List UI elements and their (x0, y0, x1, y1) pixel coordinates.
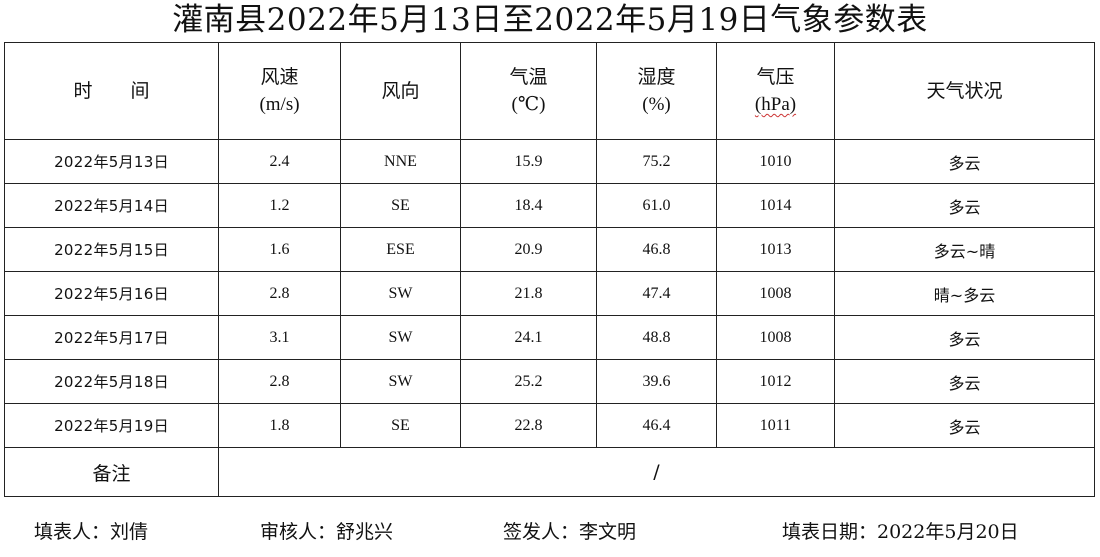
weather-cell: 多云 (835, 184, 1095, 228)
table-header-row: 时 间 风速 (m/s) 风向 气温 (℃) 湿度 (%) 气压 (hPa) 天… (5, 43, 1095, 140)
temperature-cell: 22.8 (461, 404, 597, 448)
issuer-field: 签发人：李文明 (503, 515, 636, 549)
wind-speed-cell: 3.1 (219, 316, 341, 360)
temperature-cell: 25.2 (461, 360, 597, 404)
header-wind-speed: 风速 (m/s) (219, 43, 341, 140)
header-time-label: 时 间 (73, 80, 149, 102)
header-weather-label: 天气状况 (926, 80, 1002, 102)
wind-speed-cell: 1.6 (219, 228, 341, 272)
header-pressure-unit-text: (hPa) (755, 94, 796, 115)
header-wind-speed-unit: (m/s) (219, 91, 340, 118)
table-row: 2022年5月16日 2.8 SW 21.8 47.4 1008 晴~多云 (5, 272, 1095, 316)
table-row: 2022年5月14日 1.2 SE 18.4 61.0 1014 多云 (5, 184, 1095, 228)
wind-direction-cell: SE (341, 404, 461, 448)
header-pressure-unit: (hPa) (717, 91, 834, 118)
wind-speed-cell: 2.8 (219, 360, 341, 404)
header-temperature-label: 气温 (461, 64, 596, 91)
weather-cell: 多云 (835, 316, 1095, 360)
date-cell: 2022年5月18日 (5, 360, 219, 404)
date-cell: 2022年5月15日 (5, 228, 219, 272)
date-cell: 2022年5月14日 (5, 184, 219, 228)
pressure-cell: 1010 (717, 140, 835, 184)
header-pressure: 气压 (hPa) (717, 43, 835, 140)
remarks-label: 备注 (5, 448, 219, 497)
wind-speed-cell: 1.2 (219, 184, 341, 228)
temperature-cell: 15.9 (461, 140, 597, 184)
wind-direction-cell: SW (341, 360, 461, 404)
header-humidity-unit: (%) (597, 91, 716, 118)
date-cell: 2022年5月17日 (5, 316, 219, 360)
humidity-cell: 48.8 (597, 316, 717, 360)
table-row: 2022年5月15日 1.6 ESE 20.9 46.8 1013 多云~晴 (5, 228, 1095, 272)
header-temperature-unit: (℃) (461, 91, 596, 118)
header-pressure-label: 气压 (717, 64, 834, 91)
pressure-cell: 1011 (717, 404, 835, 448)
reviewer-field: 审核人：舒兆兴 (260, 515, 393, 549)
weather-cell: 多云~晴 (835, 228, 1095, 272)
humidity-cell: 39.6 (597, 360, 717, 404)
wind-direction-cell: NNE (341, 140, 461, 184)
humidity-cell: 46.8 (597, 228, 717, 272)
date-cell: 2022年5月16日 (5, 272, 219, 316)
temperature-cell: 21.8 (461, 272, 597, 316)
pressure-cell: 1008 (717, 272, 835, 316)
remarks-value: / (219, 448, 1095, 497)
remarks-row: 备注 / (5, 448, 1095, 497)
header-temperature: 气温 (℃) (461, 43, 597, 140)
header-humidity: 湿度 (%) (597, 43, 717, 140)
weather-cell: 多云 (835, 140, 1095, 184)
header-wind-direction-label: 风向 (381, 80, 419, 102)
date-cell: 2022年5月19日 (5, 404, 219, 448)
temperature-cell: 24.1 (461, 316, 597, 360)
header-wind-direction: 风向 (341, 43, 461, 140)
fill-date-field: 填表日期：2022年5月20日 (782, 515, 1019, 549)
header-humidity-label: 湿度 (597, 64, 716, 91)
wind-speed-cell: 2.8 (219, 272, 341, 316)
header-time: 时 间 (5, 43, 219, 140)
pressure-cell: 1012 (717, 360, 835, 404)
temperature-cell: 18.4 (461, 184, 597, 228)
wind-direction-cell: ESE (341, 228, 461, 272)
header-wind-speed-label: 风速 (219, 64, 340, 91)
table-row: 2022年5月18日 2.8 SW 25.2 39.6 1012 多云 (5, 360, 1095, 404)
wind-direction-cell: SE (341, 184, 461, 228)
table-row: 2022年5月17日 3.1 SW 24.1 48.8 1008 多云 (5, 316, 1095, 360)
humidity-cell: 61.0 (597, 184, 717, 228)
date-cell: 2022年5月13日 (5, 140, 219, 184)
humidity-cell: 75.2 (597, 140, 717, 184)
humidity-cell: 47.4 (597, 272, 717, 316)
pressure-cell: 1008 (717, 316, 835, 360)
humidity-cell: 46.4 (597, 404, 717, 448)
wind-speed-cell: 2.4 (219, 140, 341, 184)
table-row: 2022年5月13日 2.4 NNE 15.9 75.2 1010 多云 (5, 140, 1095, 184)
weather-parameter-table: 时 间 风速 (m/s) 风向 气温 (℃) 湿度 (%) 气压 (hPa) 天… (4, 42, 1095, 497)
weather-cell: 晴~多云 (835, 272, 1095, 316)
pressure-cell: 1013 (717, 228, 835, 272)
wind-direction-cell: SW (341, 272, 461, 316)
weather-cell: 多云 (835, 360, 1095, 404)
table-row: 2022年5月19日 1.8 SE 22.8 46.4 1011 多云 (5, 404, 1095, 448)
temperature-cell: 20.9 (461, 228, 597, 272)
header-weather: 天气状况 (835, 43, 1095, 140)
wind-direction-cell: SW (341, 316, 461, 360)
wind-speed-cell: 1.8 (219, 404, 341, 448)
weather-cell: 多云 (835, 404, 1095, 448)
filler-field: 填表人：刘倩 (34, 515, 148, 549)
signature-footer: 填表人：刘倩 审核人：舒兆兴 签发人：李文明 填表日期：2022年5月20日 (0, 515, 1100, 549)
pressure-cell: 1014 (717, 184, 835, 228)
document-title: 灌南县2022年5月13日至2022年5月19日气象参数表 (0, 0, 1100, 44)
